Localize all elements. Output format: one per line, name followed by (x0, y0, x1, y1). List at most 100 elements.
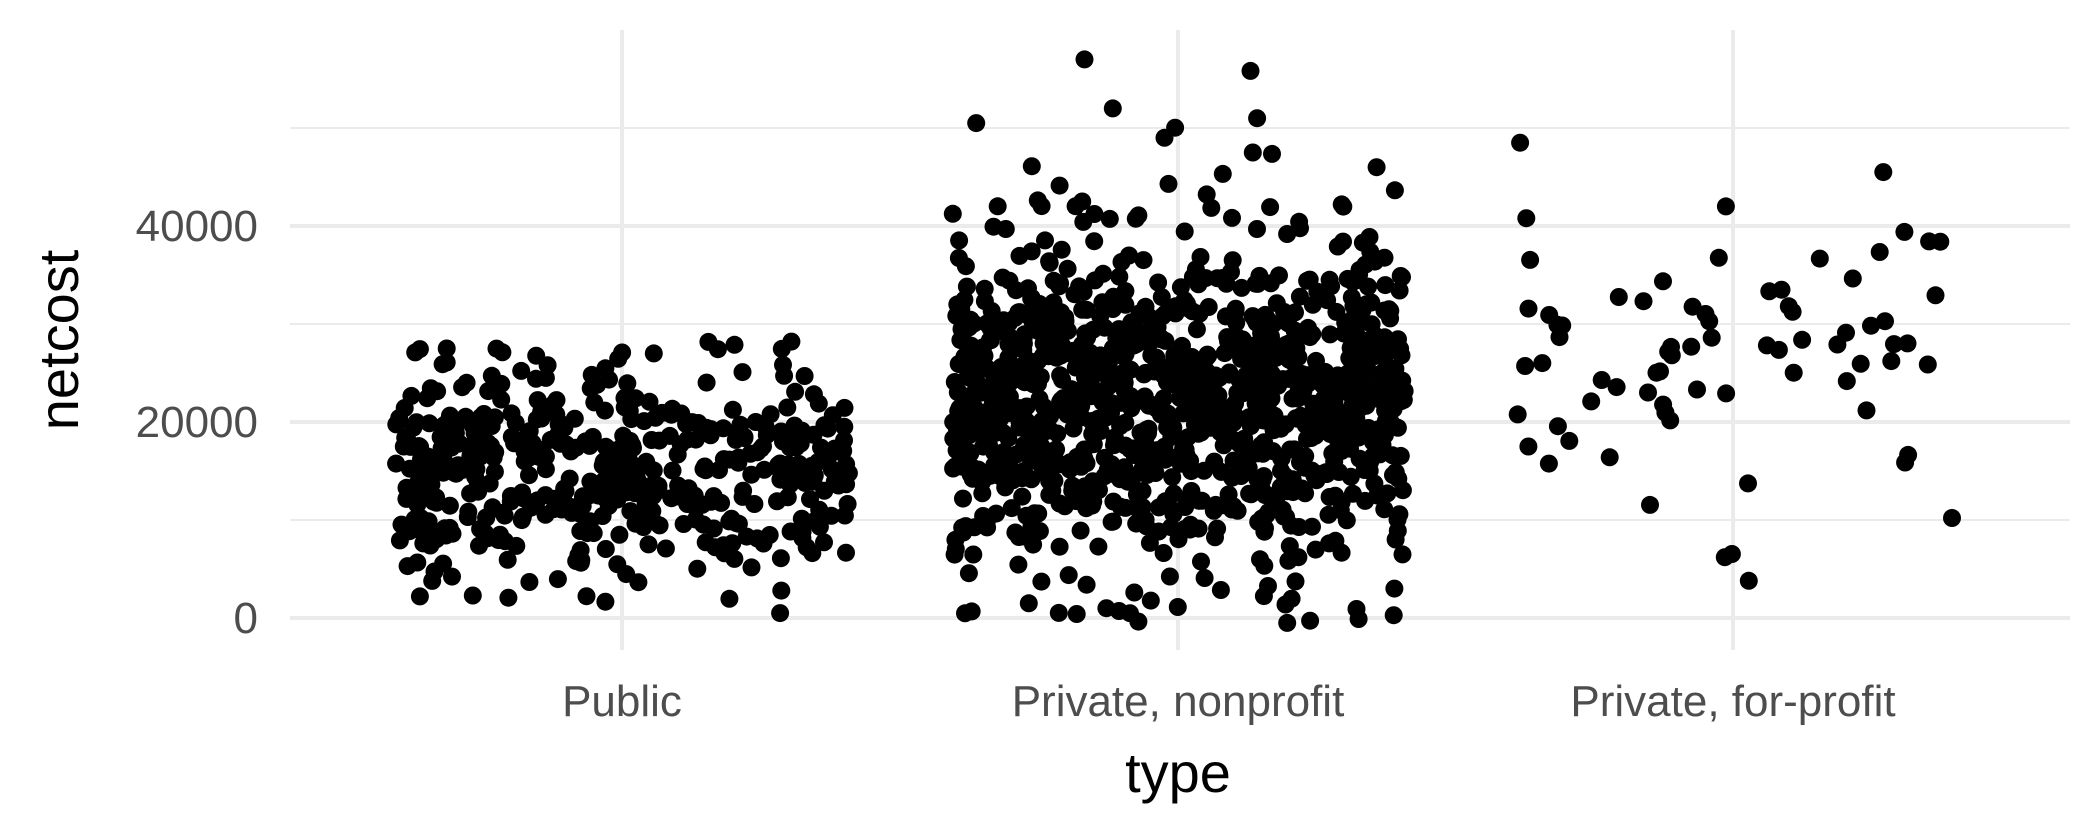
data-point (723, 400, 742, 419)
data-point (1313, 464, 1332, 483)
data-point (1516, 357, 1535, 375)
data-point (1347, 600, 1366, 618)
data-point (1560, 431, 1579, 450)
x-tick-label: Public (562, 677, 682, 726)
data-point (1661, 411, 1680, 430)
data-point (962, 343, 981, 362)
data-point (1097, 362, 1116, 381)
data-point (967, 114, 986, 133)
data-point (992, 358, 1011, 376)
data-point (1147, 355, 1166, 374)
data-point (1306, 540, 1325, 559)
data-point (576, 432, 595, 451)
data-point (771, 604, 790, 623)
data-point (548, 570, 567, 589)
data-point (1739, 571, 1758, 590)
data-point (826, 442, 845, 461)
data-point (1223, 208, 1241, 227)
data-point (1379, 300, 1398, 319)
data-point (1000, 387, 1019, 406)
data-point (1223, 430, 1242, 449)
data-point (618, 374, 637, 393)
data-point (1136, 464, 1155, 483)
data-point (1359, 277, 1378, 296)
data-point (755, 460, 774, 479)
data-point (1103, 99, 1122, 118)
data-point (962, 602, 981, 621)
data-point (473, 428, 492, 447)
data-point (1067, 455, 1085, 474)
data-point (1154, 544, 1173, 562)
data-point (969, 460, 988, 479)
data-point (527, 346, 546, 365)
data-point (1232, 278, 1251, 297)
data-point (472, 441, 491, 460)
data-point (1772, 280, 1791, 299)
data-point (1303, 517, 1321, 536)
data-point (596, 592, 615, 611)
data-point (1314, 389, 1333, 408)
data-point (432, 427, 451, 446)
data-point (1093, 293, 1112, 312)
data-point (404, 418, 423, 437)
data-point (1682, 337, 1701, 356)
data-point (1152, 288, 1171, 307)
data-point (1116, 295, 1135, 314)
data-point (1182, 482, 1201, 500)
data-point (1346, 313, 1365, 332)
data-point (427, 488, 446, 507)
data-point (1074, 283, 1093, 301)
data-point (1240, 347, 1259, 366)
data-point (988, 197, 1007, 216)
data-point (1263, 144, 1281, 163)
data-point (1318, 291, 1337, 310)
data-point (646, 408, 665, 427)
data-point (835, 506, 854, 525)
data-point (596, 437, 615, 456)
data-point (1279, 344, 1298, 363)
data-point (1247, 313, 1266, 332)
data-point (1328, 237, 1347, 256)
data-point (557, 435, 576, 454)
data-point (674, 515, 693, 533)
data-point (1160, 567, 1179, 586)
data-point (429, 451, 448, 470)
data-point (1257, 411, 1276, 430)
data-point (1059, 566, 1078, 585)
data-point (1187, 320, 1206, 339)
data-point (1651, 362, 1669, 381)
data-point (1885, 335, 1903, 354)
data-point (1163, 468, 1182, 487)
data-point (644, 344, 663, 363)
data-point (552, 500, 571, 519)
data-point (1051, 393, 1070, 411)
data-point (1097, 599, 1116, 618)
data-point (1874, 163, 1893, 182)
data-point (469, 482, 488, 501)
data-point (411, 438, 430, 456)
data-point (567, 552, 586, 571)
data-point (1383, 446, 1402, 465)
data-point (479, 382, 498, 401)
data-point (443, 567, 461, 586)
data-point (1550, 328, 1569, 347)
data-point (514, 489, 533, 508)
data-point (1007, 281, 1025, 300)
data-point (671, 435, 690, 454)
data-point (1271, 478, 1290, 496)
data-point (408, 553, 427, 572)
data-point (1102, 512, 1121, 531)
data-point (734, 481, 753, 500)
data-point (434, 554, 453, 573)
data-point (1223, 251, 1242, 270)
data-point (400, 522, 419, 541)
data-point (402, 386, 421, 405)
data-point (697, 373, 716, 392)
data-point (1226, 299, 1245, 318)
data-point (1073, 192, 1092, 211)
data-point (1294, 381, 1313, 400)
data-point (1349, 350, 1368, 369)
data-point (1344, 419, 1363, 438)
data-point (1130, 304, 1149, 323)
data-point (793, 421, 811, 440)
